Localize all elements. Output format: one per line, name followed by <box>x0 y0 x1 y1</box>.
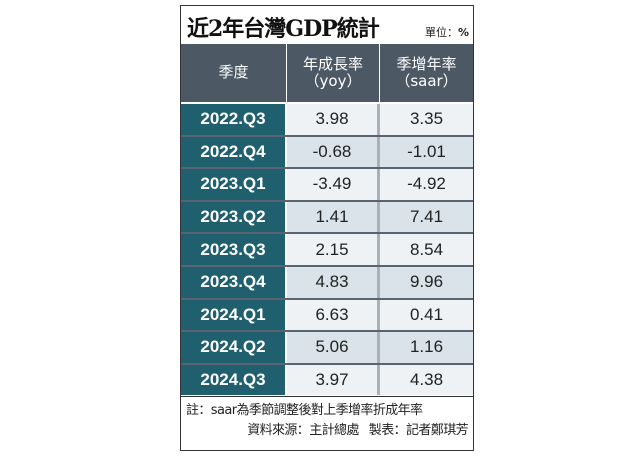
header-saar: 季增年率 （saar） <box>380 44 473 102</box>
header-saar-line2: （saar） <box>395 72 458 90</box>
saar-cell: 1.16 <box>380 332 473 363</box>
header-yoy: 年成長率 （yoy） <box>287 44 380 102</box>
yoy-cell: 1.41 <box>287 201 380 233</box>
table-row: 2022.Q4 -0.68 -1.01 <box>181 134 473 168</box>
saar-cell: -1.01 <box>380 136 473 168</box>
footnote-credits: 資料來源：主計總處 製表：記者鄭琪芳 <box>186 421 468 441</box>
table-row: 2024.Q2 5.06 1.16 <box>181 330 473 363</box>
quarter-cell: 2023.Q4 <box>181 266 287 298</box>
quarter-cell: 2024.Q1 <box>181 299 287 331</box>
table-row: 2023.Q1 -3.49 -4.92 <box>181 167 473 200</box>
quarter-cell: 2023.Q2 <box>181 201 287 233</box>
footnote-source: 資料來源：主計總處 <box>247 423 359 438</box>
yoy-cell: 3.97 <box>287 364 380 396</box>
table-header: 季度 年成長率 （yoy） 季增年率 （saar） <box>181 44 473 102</box>
quarter-cell: 2022.Q4 <box>181 136 287 168</box>
table-row: 2022.Q3 3.98 3.35 <box>181 102 473 135</box>
unit-value: % <box>457 26 469 39</box>
quarter-cell: 2024.Q3 <box>181 364 287 396</box>
yoy-cell: 3.98 <box>287 104 380 135</box>
header-quarter: 季度 <box>181 44 287 102</box>
header-saar-line1: 季增年率 <box>396 54 457 73</box>
yoy-cell: 2.15 <box>287 234 380 265</box>
unit-label-text: 單位： <box>424 26 458 39</box>
footnote-definition: 註：saar為季節調整後對上季增率折成年率 <box>186 403 423 418</box>
quarter-cell: 2023.Q1 <box>181 169 287 200</box>
gdp-table-card: 近2年台灣GDP統計 單位：% 季度 年成長率 （yoy） 季增年率 （saar… <box>180 5 474 451</box>
table-row: 2023.Q4 4.83 9.96 <box>181 264 473 298</box>
gdp-table: 季度 年成長率 （yoy） 季增年率 （saar） 2022.Q3 3.98 3… <box>181 44 473 396</box>
footnote-maker: 製表：記者鄭琪芳 <box>368 423 469 438</box>
yoy-cell: 6.63 <box>287 299 380 331</box>
saar-cell: 4.38 <box>380 364 473 396</box>
footnote: 註：saar為季節調整後對上季增率折成年率 資料來源：主計總處 製表：記者鄭琪芳 <box>181 396 473 441</box>
table-title: 近2年台灣GDP統計 <box>187 16 380 42</box>
unit-label: 單位：% <box>425 27 469 40</box>
saar-cell: 9.96 <box>380 266 473 298</box>
yoy-cell: -0.68 <box>287 136 380 168</box>
quarter-cell: 2023.Q3 <box>181 234 287 265</box>
saar-cell: 3.35 <box>380 104 473 135</box>
yoy-cell: 5.06 <box>287 332 380 363</box>
quarter-cell: 2022.Q3 <box>181 104 287 135</box>
table-row: 2024.Q1 6.63 0.41 <box>181 297 473 331</box>
table-row: 2023.Q3 2.15 8.54 <box>181 232 473 265</box>
title-bar: 近2年台灣GDP統計 單位：% <box>181 6 473 44</box>
header-quarter-label: 季度 <box>218 63 249 82</box>
saar-cell: 0.41 <box>380 299 473 331</box>
header-yoy-line2: （yoy） <box>304 72 362 90</box>
table-row: 2023.Q2 1.41 7.41 <box>181 199 473 233</box>
saar-cell: -4.92 <box>380 169 473 200</box>
saar-cell: 7.41 <box>380 201 473 233</box>
header-yoy-line1: 年成長率 <box>302 54 363 73</box>
yoy-cell: -3.49 <box>287 169 380 200</box>
saar-cell: 8.54 <box>380 234 473 265</box>
table-row: 2024.Q3 3.97 4.38 <box>181 362 473 396</box>
yoy-cell: 4.83 <box>287 266 380 298</box>
quarter-cell: 2024.Q2 <box>181 332 287 363</box>
